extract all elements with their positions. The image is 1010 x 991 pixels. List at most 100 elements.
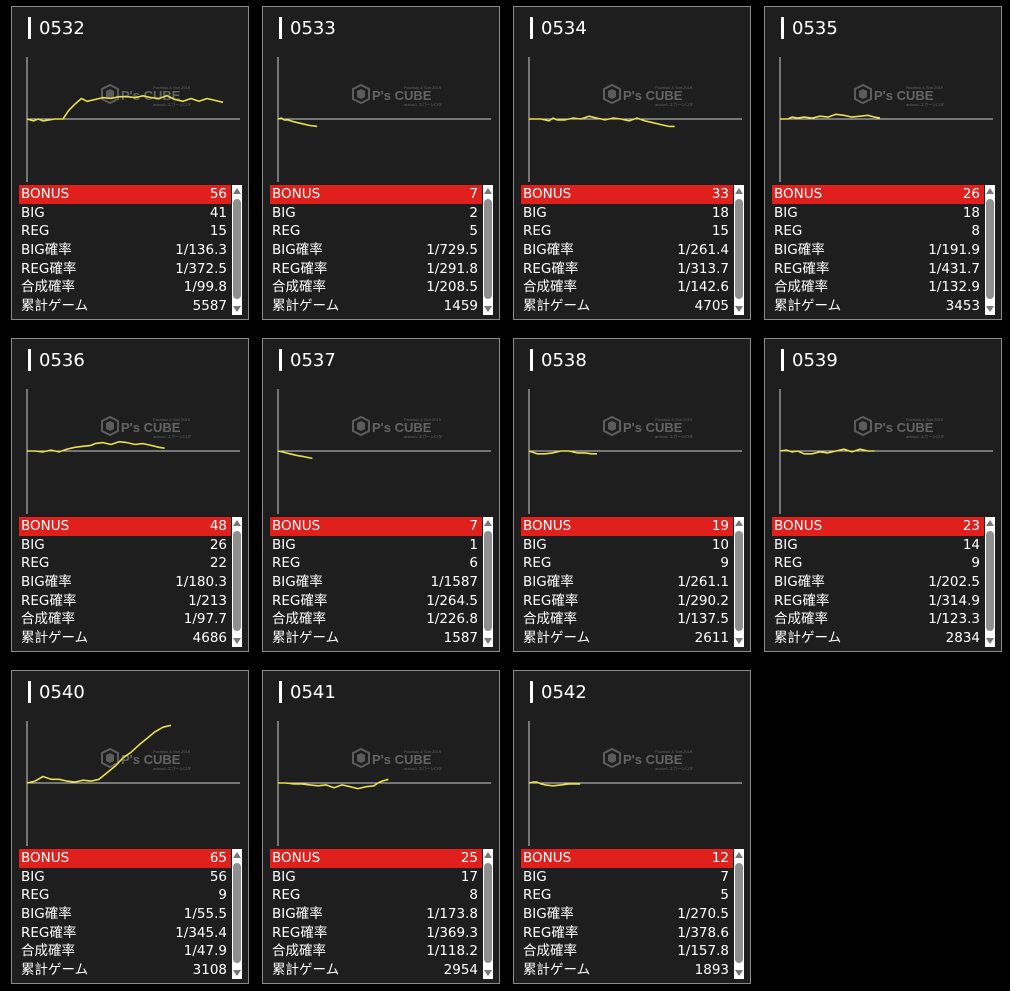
- bonus-value: 12: [711, 850, 729, 866]
- stats-scrollbar[interactable]: [734, 517, 744, 647]
- watermark-brand: P's CUBE: [874, 420, 934, 435]
- scroll-down-icon[interactable]: [233, 638, 241, 644]
- scroll-thumb[interactable]: [233, 199, 241, 299]
- scroll-up-icon[interactable]: [484, 852, 492, 858]
- scroll-down-icon[interactable]: [484, 638, 492, 644]
- scroll-up-icon[interactable]: [484, 520, 492, 526]
- scroll-up-icon[interactable]: [986, 520, 994, 526]
- stats-scrollbar[interactable]: [985, 517, 995, 647]
- cube-logo-icon: [603, 747, 621, 769]
- scroll-down-icon[interactable]: [233, 970, 241, 976]
- ps-cube-watermark: P's CUBE Pachislo & Slot 2019 anbox1 エガー…: [603, 83, 693, 107]
- machine-card[interactable]: 0534 P's CUBE Pachislo & Slot 2019 anbox…: [513, 6, 751, 320]
- scroll-up-icon[interactable]: [735, 852, 743, 858]
- scroll-thumb[interactable]: [986, 531, 994, 631]
- reg-value: 9: [218, 887, 227, 904]
- scroll-thumb[interactable]: [233, 531, 241, 631]
- scroll-thumb[interactable]: [986, 199, 994, 299]
- machine-card[interactable]: 0537 P's CUBE Pachislo & Slot 2019 anbox…: [262, 338, 500, 652]
- big-rate-value: 1/173.8: [426, 906, 478, 923]
- reg-rate-value: 1/314.9: [928, 592, 980, 609]
- watermark-brand: P's CUBE: [121, 88, 181, 103]
- total-games-value: 1893: [694, 962, 729, 979]
- scroll-down-icon[interactable]: [735, 970, 743, 976]
- stats-scrollbar[interactable]: [734, 849, 744, 979]
- stats-table: BONUS 12 BIG 7 REG 5 BIG確率 1/270.5 REG確率…: [521, 849, 733, 980]
- scroll-thumb[interactable]: [735, 199, 743, 299]
- scroll-up-icon[interactable]: [735, 520, 743, 526]
- scroll-thumb[interactable]: [484, 199, 492, 299]
- stat-row-total-rate: 合成確率 1/118.2: [270, 942, 482, 961]
- total-rate-label: 合成確率: [21, 943, 75, 960]
- scroll-up-icon[interactable]: [233, 188, 241, 194]
- bonus-value: 56: [209, 186, 227, 202]
- stat-row-bonus: BONUS 7: [270, 185, 482, 204]
- stat-row-total-rate: 合成確率 1/97.7: [19, 610, 231, 629]
- machine-card[interactable]: 0539 P's CUBE Pachislo & Slot 2019 anbox…: [764, 338, 1002, 652]
- total-rate-label: 合成確率: [272, 279, 326, 296]
- stat-row-big-rate: BIG確率 1/136.3: [19, 241, 231, 260]
- stats-scrollbar[interactable]: [232, 185, 242, 315]
- reg-rate-value: 1/264.5: [426, 592, 478, 609]
- big-rate-value: 1/202.5: [928, 574, 980, 591]
- machine-card[interactable]: 0542 P's CUBE Pachislo & Slot 2019 anbox…: [513, 670, 751, 984]
- reg-label: REG: [272, 223, 301, 240]
- total-games-value: 1587: [443, 630, 478, 647]
- machine-card[interactable]: 0536 P's CUBE Pachislo & Slot 2019 anbox…: [11, 338, 249, 652]
- payout-graph: P's CUBE Pachislo & Slot 2019 anbox1 エガー…: [528, 57, 742, 182]
- scroll-up-icon[interactable]: [735, 188, 743, 194]
- machine-card[interactable]: 0535 P's CUBE Pachislo & Slot 2019 anbox…: [764, 6, 1002, 320]
- stats-scrollbar[interactable]: [232, 849, 242, 979]
- ps-cube-watermark: P's CUBE Pachislo & Slot 2019 anbox1 エガー…: [352, 415, 442, 439]
- scroll-thumb[interactable]: [484, 531, 492, 631]
- stats-scrollbar[interactable]: [985, 185, 995, 315]
- stat-row-total-games: 累計ゲーム 2954: [270, 961, 482, 980]
- stat-row-total-games: 累計ゲーム 4705: [521, 297, 733, 316]
- scroll-down-icon[interactable]: [735, 638, 743, 644]
- stats-scrollbar[interactable]: [483, 517, 493, 647]
- scroll-up-icon[interactable]: [233, 520, 241, 526]
- scroll-thumb[interactable]: [233, 863, 241, 963]
- machine-card[interactable]: 0533 P's CUBE Pachislo & Slot 2019 anbox…: [262, 6, 500, 320]
- scroll-up-icon[interactable]: [233, 852, 241, 858]
- cube-logo-inner: [357, 421, 365, 431]
- scroll-thumb[interactable]: [484, 863, 492, 963]
- machine-card[interactable]: 0532 P's CUBE Pachislo & Slot 2019 anbox…: [11, 6, 249, 320]
- stats-scrollbar[interactable]: [483, 849, 493, 979]
- watermark-line2: anbox1 エガーシロタ: [404, 101, 442, 107]
- stat-row-bonus: BONUS 12: [521, 849, 733, 868]
- total-games-label: 累計ゲーム: [21, 298, 89, 315]
- machine-card[interactable]: 0541 P's CUBE Pachislo & Slot 2019 anbox…: [262, 670, 500, 984]
- big-rate-value: 1/729.5: [426, 242, 478, 259]
- scroll-up-icon[interactable]: [484, 188, 492, 194]
- stats-scrollbar[interactable]: [483, 185, 493, 315]
- stats-scrollbar[interactable]: [232, 517, 242, 647]
- watermark-line2: anbox1 エガーシロタ: [906, 433, 944, 439]
- payout-graph: P's CUBE Pachislo & Slot 2019 anbox1 エガー…: [26, 389, 240, 514]
- scroll-down-icon[interactable]: [233, 306, 241, 312]
- total-games-label: 累計ゲーム: [523, 630, 591, 647]
- machine-card[interactable]: 0538 P's CUBE Pachislo & Slot 2019 anbox…: [513, 338, 751, 652]
- scroll-thumb[interactable]: [735, 531, 743, 631]
- total-games-label: 累計ゲーム: [523, 298, 591, 315]
- total-rate-label: 合成確率: [523, 279, 577, 296]
- scroll-down-icon[interactable]: [986, 638, 994, 644]
- payout-graph: P's CUBE Pachislo & Slot 2019 anbox1 エガー…: [528, 721, 742, 846]
- scroll-up-icon[interactable]: [986, 188, 994, 194]
- scroll-down-icon[interactable]: [484, 306, 492, 312]
- reg-label: REG: [21, 887, 50, 904]
- total-rate-label: 合成確率: [774, 279, 828, 296]
- scroll-down-icon[interactable]: [735, 306, 743, 312]
- stat-row-reg: REG 5: [521, 886, 733, 905]
- total-rate-value: 1/99.8: [183, 279, 227, 296]
- machine-card[interactable]: 0540 P's CUBE Pachislo & Slot 2019 anbox…: [11, 670, 249, 984]
- stats-scrollbar[interactable]: [734, 185, 744, 315]
- scroll-down-icon[interactable]: [484, 970, 492, 976]
- scroll-thumb[interactable]: [735, 863, 743, 963]
- scroll-down-icon[interactable]: [986, 306, 994, 312]
- stat-row-bonus: BONUS 25: [270, 849, 482, 868]
- total-rate-value: 1/97.7: [183, 611, 227, 628]
- bonus-label: BONUS: [774, 186, 823, 202]
- watermark-line1: Pachislo & Slot 2019: [906, 85, 944, 90]
- reg-rate-label: REG確率: [272, 924, 328, 941]
